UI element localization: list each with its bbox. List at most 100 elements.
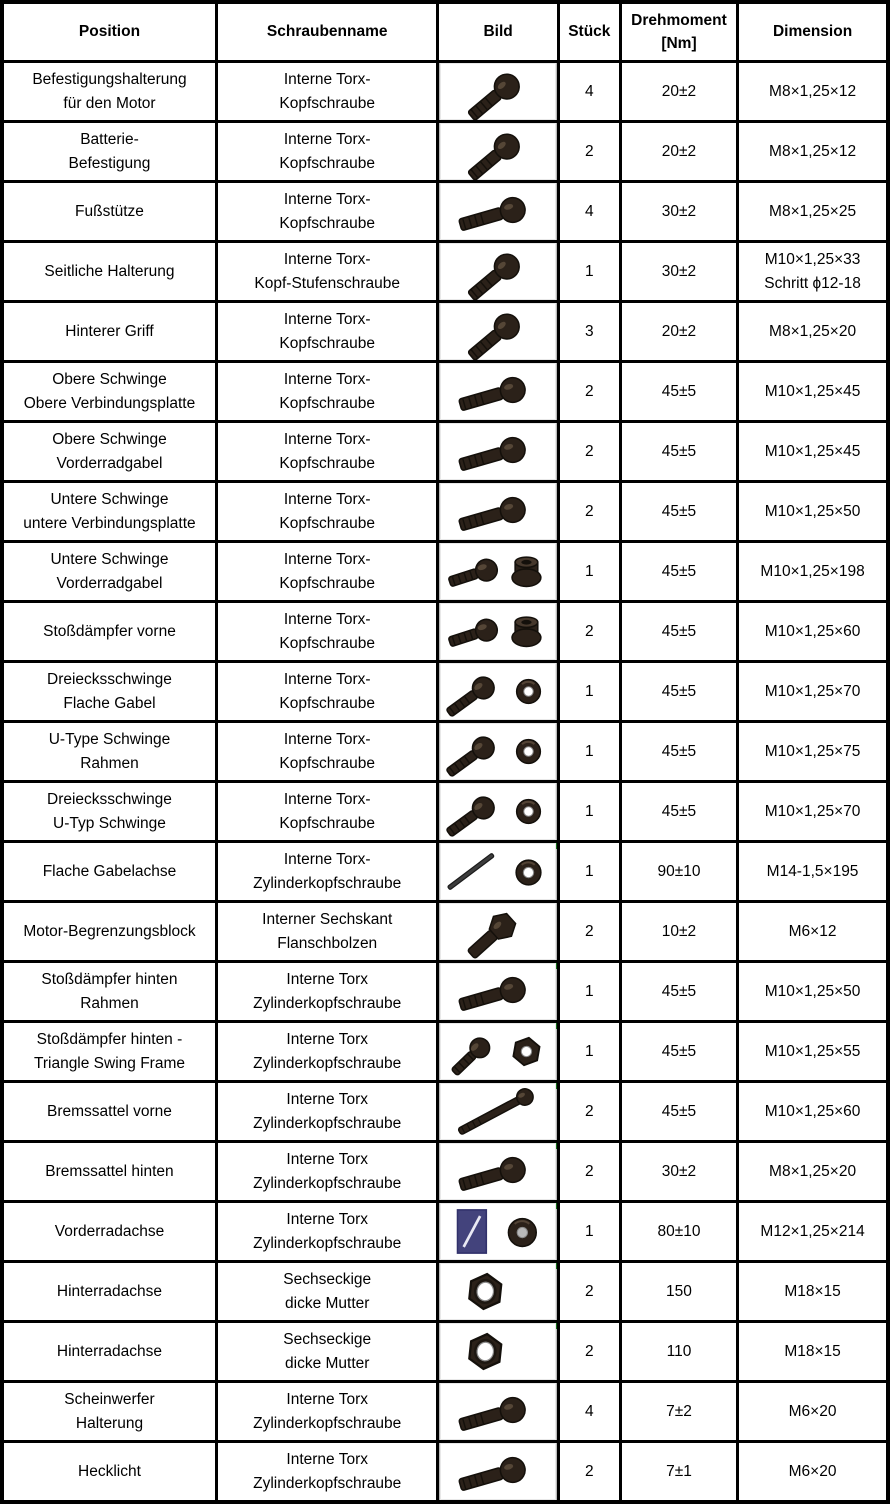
stueck-cell: 1 bbox=[556, 840, 622, 903]
schraubenname-cell: Interne Torx- Kopfschraube bbox=[214, 360, 440, 423]
dimension-cell: M6×20 bbox=[736, 1380, 890, 1443]
schraubenname-cell: Interne Torx- Kopfschraube bbox=[214, 60, 440, 123]
drehmoment-cell: 45±5 bbox=[618, 540, 740, 603]
hex-flange-bolt-icon bbox=[440, 904, 556, 959]
schraubenname-cell: Interne Torx- Kopfschraube bbox=[214, 120, 440, 183]
comment-marker bbox=[556, 1322, 559, 1329]
table-row: Scheinwerfer Halterung Interne Torx Zyli… bbox=[0, 1380, 890, 1443]
long-thin-screw-icon bbox=[440, 1084, 556, 1139]
bild-cell bbox=[436, 120, 560, 183]
position-cell: Befestigungshalterung für den Motor bbox=[0, 60, 218, 123]
torx-bolt-horizontal-icon bbox=[440, 484, 556, 539]
torx-bolt-with-flange-nut-icon bbox=[440, 604, 556, 659]
stueck-cell: 1 bbox=[556, 660, 622, 723]
hex-nut-icon bbox=[440, 1262, 559, 1319]
torx-bolt-with-washer-icon bbox=[440, 724, 556, 779]
table-row: Dreiecksschwinge U-Typ Schwinge Interne … bbox=[0, 780, 890, 843]
thin-rod-with-washer-icon bbox=[440, 844, 556, 899]
axle-on-blue-with-nut-icon bbox=[440, 1204, 556, 1259]
position-cell: Flache Gabelachse bbox=[0, 840, 218, 903]
position-cell: U-Type Schwinge Rahmen bbox=[0, 720, 218, 783]
bild-cell bbox=[436, 1200, 560, 1263]
dimension-cell: M10×1,25×198 bbox=[736, 540, 890, 603]
drehmoment-cell: 7±2 bbox=[618, 1380, 740, 1443]
torx-bolt-angled-icon bbox=[440, 64, 556, 119]
schraubenname-cell: Interne Torx- Kopf-Stufenschraube bbox=[214, 240, 440, 303]
stueck-cell: 2 bbox=[556, 420, 622, 483]
drehmoment-cell: 80±10 bbox=[618, 1200, 740, 1263]
dimension-cell: M8×1,25×12 bbox=[736, 120, 890, 183]
drehmoment-cell: 150 bbox=[618, 1260, 740, 1323]
drehmoment-cell: 45±5 bbox=[618, 600, 740, 663]
stueck-cell: 1 bbox=[556, 960, 622, 1023]
position-cell: Bremssattel hinten bbox=[0, 1140, 218, 1203]
torx-bolt-angled-icon bbox=[440, 244, 556, 299]
table-row: Fußstütze Interne Torx- Kopfschraube 4 3… bbox=[0, 180, 890, 243]
torx-bolt-with-washer-icon bbox=[440, 664, 556, 719]
torx-bolt-horizontal-icon bbox=[440, 1444, 556, 1500]
table-row: U-Type Schwinge Rahmen Interne Torx- Kop… bbox=[0, 720, 890, 783]
drehmoment-cell: 20±2 bbox=[618, 300, 740, 363]
position-cell: Stoßdämpfer hinten - Triangle Swing Fram… bbox=[0, 1020, 218, 1083]
drehmoment-cell: 45±5 bbox=[618, 660, 740, 723]
header-dimension: Dimension bbox=[736, 0, 890, 63]
schraubenname-cell: Interne Torx- Kopfschraube bbox=[214, 660, 440, 723]
position-cell: Scheinwerfer Halterung bbox=[0, 1380, 218, 1443]
schraubenname-cell: Interne Torx- Kopfschraube bbox=[214, 480, 440, 543]
table-row: Obere Schwinge Obere Verbindungsplatte I… bbox=[0, 360, 890, 423]
schraubenname-cell: Interne Torx Zylinderkopfschraube bbox=[214, 1200, 440, 1263]
bild-cell bbox=[436, 180, 560, 243]
comment-marker bbox=[556, 962, 559, 969]
dimension-cell: M10×1,25×70 bbox=[736, 660, 890, 723]
table-row: Stoßdämpfer hinten - Triangle Swing Fram… bbox=[0, 1020, 890, 1083]
table-row: Bremssattel hinten Interne Torx Zylinder… bbox=[0, 1140, 890, 1203]
stueck-cell: 2 bbox=[556, 600, 622, 663]
stueck-cell: 1 bbox=[556, 540, 622, 603]
header-stueck: Stück bbox=[556, 0, 622, 63]
dimension-cell: M10×1,25×60 bbox=[736, 1080, 890, 1143]
drehmoment-cell: 30±2 bbox=[618, 1140, 740, 1203]
drehmoment-cell: 45±5 bbox=[618, 1020, 740, 1083]
header-row: Position Schraubenname Bild Stück Drehmo… bbox=[0, 0, 890, 63]
position-cell: Fußstütze bbox=[0, 180, 218, 243]
position-cell: Seitliche Halterung bbox=[0, 240, 218, 303]
table-row: Untere Schwinge untere Verbindungsplatte… bbox=[0, 480, 890, 543]
stueck-cell: 2 bbox=[556, 1260, 622, 1323]
header-schraubenname: Schraubenname bbox=[214, 0, 440, 63]
position-cell: Batterie- Befestigung bbox=[0, 120, 218, 183]
schraubenname-cell: Interne Torx Zylinderkopfschraube bbox=[214, 1380, 440, 1443]
schraubenname-cell: Sechseckige dicke Mutter bbox=[214, 1260, 440, 1323]
hex-nut-icon bbox=[440, 1322, 559, 1379]
bild-cell bbox=[436, 900, 560, 963]
dimension-cell: M10×1,25×33 Schritt ϕ12-18 bbox=[736, 240, 890, 303]
table-row: Vorderradachse Interne Torx Zylinderkopf… bbox=[0, 1200, 890, 1263]
comment-marker bbox=[556, 1262, 559, 1269]
table-row: Seitliche Halterung Interne Torx- Kopf-S… bbox=[0, 240, 890, 303]
schraubenname-cell: Sechseckige dicke Mutter bbox=[214, 1320, 440, 1383]
bild-cell bbox=[436, 840, 560, 903]
stueck-cell: 1 bbox=[556, 1200, 622, 1263]
bild-cell bbox=[436, 1020, 560, 1083]
stueck-cell: 4 bbox=[556, 60, 622, 123]
table-row: Hecklicht Interne Torx Zylinderkopfschra… bbox=[0, 1440, 890, 1504]
dimension-cell: M18×15 bbox=[736, 1260, 890, 1323]
schraubenname-cell: Interne Torx- Kopfschraube bbox=[214, 300, 440, 363]
dimension-cell: M10×1,25×75 bbox=[736, 720, 890, 783]
bild-cell bbox=[436, 1320, 560, 1383]
position-cell: Dreiecksschwinge U-Typ Schwinge bbox=[0, 780, 218, 843]
stueck-cell: 2 bbox=[556, 480, 622, 543]
drehmoment-cell: 7±1 bbox=[618, 1440, 740, 1504]
bild-cell bbox=[436, 780, 560, 843]
table-row: Hinterradachse Sechseckige dicke Mutter … bbox=[0, 1260, 890, 1323]
stueck-cell: 2 bbox=[556, 900, 622, 963]
stueck-cell: 2 bbox=[556, 1140, 622, 1203]
dimension-cell: M12×1,25×214 bbox=[736, 1200, 890, 1263]
torx-bolt-horizontal-icon bbox=[440, 962, 559, 1019]
torx-bolt-horizontal-icon bbox=[440, 184, 556, 239]
table-row: Flache Gabelachse Interne Torx- Zylinder… bbox=[0, 840, 890, 903]
drehmoment-cell: 90±10 bbox=[618, 840, 740, 903]
position-cell: Obere Schwinge Vorderradgabel bbox=[0, 420, 218, 483]
schraubenname-cell: Interne Torx- Kopfschraube bbox=[214, 540, 440, 603]
stueck-cell: 2 bbox=[556, 360, 622, 423]
position-cell: Hinterradachse bbox=[0, 1320, 218, 1383]
